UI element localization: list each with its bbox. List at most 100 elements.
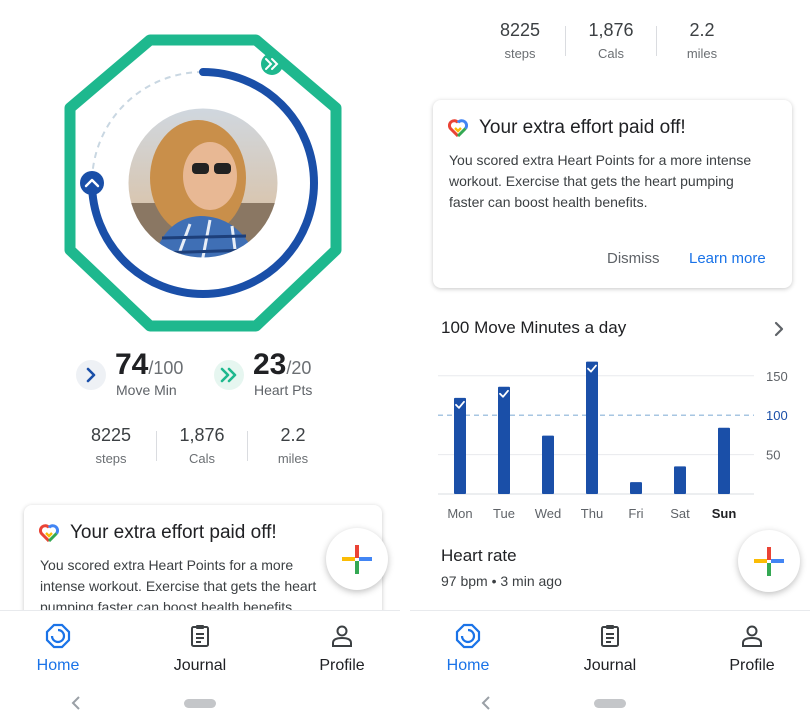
steps-value: 8225 <box>499 20 541 40</box>
move-min-progress-arc <box>88 68 318 298</box>
effort-card: Your extra effort paid off! You scored e… <box>433 100 792 288</box>
daily-stats: 8225 steps 1,876 Cals 2.2 miles <box>475 20 747 61</box>
screen-gap <box>400 0 410 720</box>
nav-journal-label: Journal <box>583 657 637 674</box>
move-min-value: 74/100 <box>115 348 184 381</box>
cals-value: 1,876 <box>179 425 225 445</box>
nav-profile[interactable]: Profile <box>702 623 802 675</box>
nav-home[interactable]: Home <box>8 623 108 675</box>
nav-profile[interactable]: Profile <box>292 623 392 675</box>
card-body: You scored extra Heart Points for a more… <box>40 557 317 615</box>
x-tick-label: Wed <box>535 506 562 521</box>
miles-stat: 2.2 miles <box>657 20 747 61</box>
heart-rate-subtitle: 97 bpm • 3 min ago <box>441 573 562 589</box>
nav-profile-label: Profile <box>729 657 775 674</box>
cals-stat: 1,876 Cals <box>566 20 656 61</box>
x-tick-label: Sat <box>670 506 690 521</box>
journal-icon <box>191 625 209 647</box>
bar-wed <box>542 435 554 494</box>
nav-home-label: Home <box>446 657 490 674</box>
nav-home[interactable]: Home <box>418 623 518 675</box>
heart-pts-double-chevron-icon <box>214 360 244 390</box>
x-tick-label: Mon <box>447 506 472 521</box>
move-minutes-goal-title[interactable]: 100 Move Minutes a day <box>441 318 627 337</box>
bottom-nav: Home Journal Profile <box>410 610 810 685</box>
plus-icon <box>342 545 372 574</box>
add-activity-fab[interactable] <box>738 530 800 592</box>
steps-stat: 8225 steps <box>475 20 565 61</box>
home-icon <box>45 623 71 649</box>
move-min-goal[interactable]: 74/100 Move Min <box>76 348 206 398</box>
home-pill[interactable] <box>184 699 216 708</box>
system-nav-bar <box>410 685 810 720</box>
home-screen-right: 8225 steps 1,876 Cals 2.2 miles Your ext… <box>410 0 810 720</box>
journal-icon <box>601 625 619 647</box>
bar-thu <box>586 361 598 494</box>
activity-ring[interactable] <box>40 28 370 338</box>
goal-check-icon <box>587 364 597 373</box>
profile-icon <box>332 625 352 647</box>
dismiss-button[interactable]: Dismiss <box>607 250 660 267</box>
learn-more-button[interactable]: Learn more <box>689 250 766 267</box>
add-activity-fab[interactable] <box>326 528 388 590</box>
move-min-label: Move Min <box>116 382 177 398</box>
bar-tue <box>498 386 510 494</box>
cals-label: Cals <box>597 46 624 61</box>
nav-journal[interactable]: Journal <box>560 623 660 675</box>
profile-icon <box>742 625 762 647</box>
divider <box>565 26 566 56</box>
miles-label: miles <box>277 451 309 466</box>
card-title: Your extra effort paid off! <box>70 522 277 543</box>
home-pill[interactable] <box>594 699 626 708</box>
cals-value: 1,876 <box>588 20 634 40</box>
nav-journal-label: Journal <box>173 657 227 674</box>
back-icon[interactable] <box>480 695 492 711</box>
heart-pts-label: Heart Pts <box>254 382 313 398</box>
move-min-start-knob <box>80 171 104 195</box>
goal-check-icon <box>455 400 465 409</box>
miles-value: 2.2 <box>689 20 715 40</box>
cals-label: Cals <box>188 451 215 466</box>
bar-mon <box>454 397 466 494</box>
weekly-move-minutes-chart: 150 100 50 Mon Tue Wed Thu Fri Sat Sun <box>438 361 788 521</box>
bar-fri <box>630 482 642 494</box>
steps-stat: 8225 steps <box>66 425 156 466</box>
divider <box>156 431 157 461</box>
system-nav-bar <box>0 685 400 720</box>
nav-journal[interactable]: Journal <box>150 623 250 675</box>
google-fit-heart-icon <box>448 119 468 137</box>
move-min-chevron-icon <box>76 360 106 390</box>
card-title: Your extra effort paid off! <box>479 117 686 138</box>
x-tick-label: Fri <box>628 506 643 521</box>
steps-label: steps <box>95 451 127 466</box>
heart-rate-title[interactable]: Heart rate <box>441 546 517 565</box>
miles-value: 2.2 <box>280 425 306 445</box>
back-icon[interactable] <box>70 695 82 711</box>
nav-profile-label: Profile <box>319 657 365 674</box>
google-fit-heart-icon <box>39 524 59 542</box>
miles-label: miles <box>686 46 718 61</box>
home-screen-left: 74/100 Move Min 23/20 Heart Pts 8225 ste… <box>0 0 400 720</box>
chevron-right-icon[interactable] <box>772 319 786 339</box>
y-tick-label: 150 <box>766 369 788 384</box>
y-tick-label: 100 <box>766 408 788 423</box>
cals-stat: 1,876 Cals <box>157 425 247 466</box>
y-tick-label: 50 <box>766 448 780 463</box>
heart-pts-goal[interactable]: 23/20 Heart Pts <box>214 348 344 398</box>
goal-check-icon <box>499 389 509 398</box>
card-body: You scored extra Heart Points for a more… <box>449 152 752 210</box>
x-tick-label: Thu <box>581 506 603 521</box>
nav-home-label: Home <box>36 657 80 674</box>
x-tick-label: Tue <box>493 506 515 521</box>
move-min-remaining-arc <box>91 71 204 184</box>
divider <box>656 26 657 56</box>
steps-label: steps <box>504 46 536 61</box>
daily-stats: 8225 steps 1,876 Cals 2.2 miles <box>66 425 338 466</box>
heart-pts-value: 23/20 <box>253 348 312 381</box>
x-tick-label: Sun <box>712 506 737 521</box>
bar-sun <box>718 427 730 494</box>
divider <box>247 431 248 461</box>
home-icon <box>455 623 481 649</box>
bottom-nav: Home Journal Profile <box>0 610 400 685</box>
profile-avatar[interactable] <box>120 98 290 273</box>
